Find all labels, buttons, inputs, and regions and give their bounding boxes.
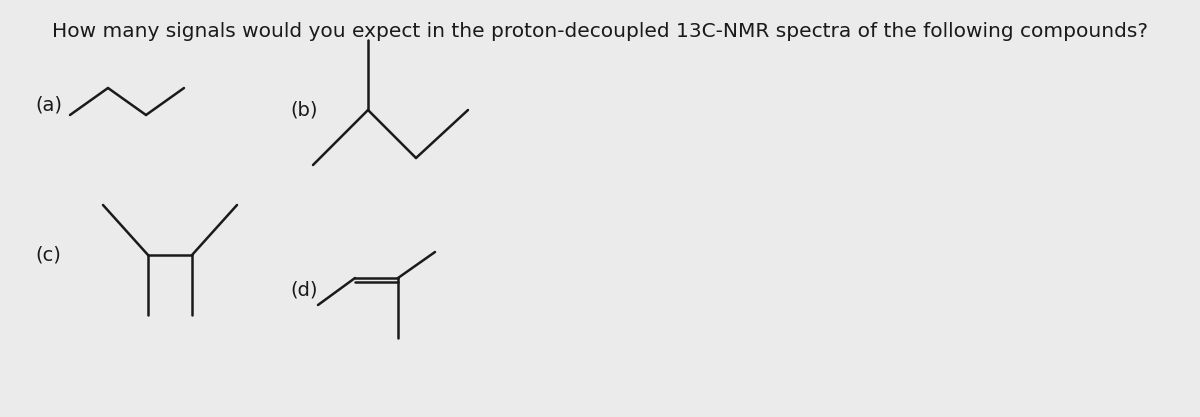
Text: How many signals would you expect in the proton-decoupled 13C-NMR spectra of the: How many signals would you expect in the… <box>52 22 1148 41</box>
Text: (a): (a) <box>35 95 62 115</box>
Text: (c): (c) <box>35 246 61 264</box>
Text: (b): (b) <box>290 100 318 120</box>
Text: (d): (d) <box>290 281 318 299</box>
